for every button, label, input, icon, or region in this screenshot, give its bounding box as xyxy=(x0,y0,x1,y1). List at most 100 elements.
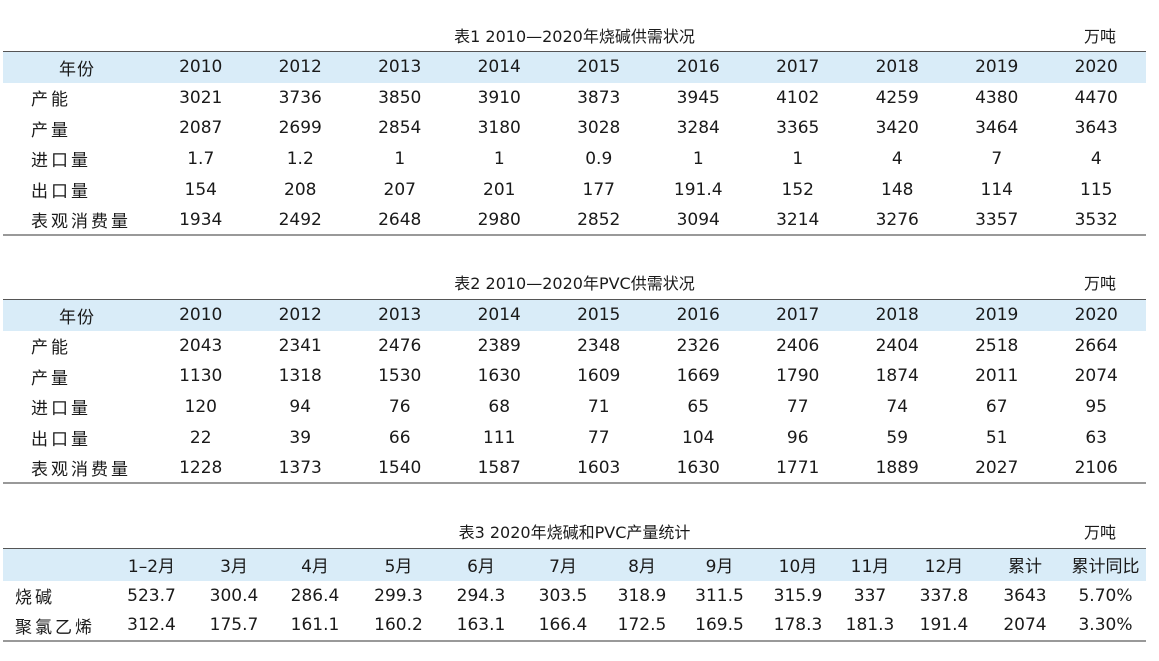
table-cell: 312.4 xyxy=(127,615,176,635)
header-cell: 累计 xyxy=(1008,557,1042,578)
table-cell: 201 xyxy=(483,179,516,200)
row-label: 聚氯乙烯 xyxy=(15,617,95,638)
table-cell: 178.3 xyxy=(773,615,823,635)
table1-title: 表1 2010—2020年烧碱供需状况 xyxy=(454,27,695,46)
table-row: 出口量 154 208 207 201 177 191.4 152 148 114 115 xyxy=(3,174,1146,205)
table-row: 进口量 1.7 1.2 1 1 0.9 1 1 4 7 4 xyxy=(3,144,1146,175)
table-cell: 2348 xyxy=(577,335,621,356)
table-cell: 3094 xyxy=(676,209,720,230)
table-cell: 1 xyxy=(394,148,406,169)
header-cell: 2013 xyxy=(378,57,422,78)
header-cell: 7月 xyxy=(549,557,577,578)
table-cell: 523.7 xyxy=(127,585,176,606)
table-cell: 318.9 xyxy=(617,585,667,606)
table-cell: 71 xyxy=(587,396,610,417)
table-cell: 2664 xyxy=(1074,335,1118,356)
header-cell: 8月 xyxy=(628,557,656,578)
table-row: 出口量 22 39 66 111 77 104 96 59 51 63 xyxy=(3,422,1146,453)
table-cell: 74 xyxy=(886,396,909,417)
table-cell: 4380 xyxy=(975,87,1019,108)
header-cell: 2019 xyxy=(975,305,1019,326)
header-cell: 2015 xyxy=(577,57,621,78)
table-cell: 2404 xyxy=(875,335,919,356)
table-cell: 63 xyxy=(1085,427,1108,448)
table-cell: 4102 xyxy=(776,87,820,108)
table-cell: 2699 xyxy=(278,118,322,139)
table-cell: 1130 xyxy=(179,366,223,387)
table3-title: 表3 2020年烧碱和PVC产量统计 xyxy=(458,523,691,542)
table-row: 产量 2087 2699 2854 3180 3028 3284 3365 3420 3464 36… xyxy=(3,113,1146,144)
header-cell: 2018 xyxy=(875,305,919,326)
table-cell: 175.7 xyxy=(209,615,259,635)
table-cell: 59 xyxy=(886,427,909,448)
table-cell: 2043 xyxy=(179,335,223,356)
table1-header-row: 年份 2010 2012 2013 2014 2015 2016 2017 2018 2019 20… xyxy=(3,51,1146,83)
header-cell: 2015 xyxy=(577,305,621,326)
table-cell: 166.4 xyxy=(538,615,588,635)
header-cell: 6月 xyxy=(467,557,495,578)
table-cell: 207 xyxy=(383,179,416,200)
table2-title: 表2 2010—2020年PVC供需状况 xyxy=(454,274,695,293)
table-cell: 4470 xyxy=(1074,87,1118,108)
table-cell: 1771 xyxy=(776,457,820,478)
table-cell: 1 xyxy=(692,148,704,169)
table-cell: 2106 xyxy=(1074,457,1118,478)
table-cell: 148 xyxy=(881,179,914,200)
table-cell: 3873 xyxy=(577,87,621,108)
table-cell: 172.5 xyxy=(617,615,667,635)
table-cell: 161.1 xyxy=(290,615,340,635)
table-row: 进口量 120 94 76 68 71 65 77 74 67 95 xyxy=(3,392,1146,423)
table-cell: 2011 xyxy=(975,366,1019,387)
table-cell: 1669 xyxy=(676,366,720,387)
table-cell: 4 xyxy=(1090,148,1102,169)
table-cell: 65 xyxy=(687,396,710,417)
table2: 年份 2010 2012 2013 2014 2015 2016 2017 2018 2019 20… xyxy=(3,299,1146,485)
header-cell: 2016 xyxy=(676,57,720,78)
table-cell: 2476 xyxy=(378,335,422,356)
header-cell: 2018 xyxy=(875,57,919,78)
header-cell: 累计同比 xyxy=(1071,557,1140,578)
table1: 年份 2010 2012 2013 2014 2015 2016 2017 2018 2019 20… xyxy=(3,51,1146,237)
table2-unit: 万吨 xyxy=(1083,274,1116,293)
table1-unit: 万吨 xyxy=(1083,27,1116,46)
header-cell: 2012 xyxy=(278,305,322,326)
table-cell: 39 xyxy=(289,427,312,448)
row-label: 表观消费量 xyxy=(31,212,131,233)
table-cell: 114 xyxy=(980,179,1013,200)
table-cell: 1530 xyxy=(378,366,422,387)
table-row: 表观消费量 1228 1373 1540 1587 1603 1630 1771 1889 202… xyxy=(3,453,1146,484)
table-cell: 311.5 xyxy=(695,585,744,606)
table-cell: 3284 xyxy=(676,118,720,139)
table-cell: 2341 xyxy=(278,335,322,356)
table-row: 产量 1130 1318 1530 1630 1609 1669 1790 1874 2011 20… xyxy=(3,361,1146,392)
header-cell: 12月 xyxy=(924,557,964,578)
table-cell: 1603 xyxy=(577,457,621,478)
row-label: 进口量 xyxy=(31,151,91,172)
header-label-cell xyxy=(3,549,108,581)
table3-unit: 万吨 xyxy=(1083,523,1116,542)
table-row: 聚氯乙烯 312.4 175.7 161.1 160.2 163.1 166.4 172.5 1… xyxy=(3,611,1146,641)
header-cell: 10月 xyxy=(778,557,818,578)
table-cell: 3736 xyxy=(278,87,322,108)
table-cell: 2980 xyxy=(477,209,521,230)
table-cell: 115 xyxy=(1080,179,1113,200)
table-cell: 4259 xyxy=(875,87,919,108)
table-cell: 1587 xyxy=(477,457,521,478)
row-label: 产能 xyxy=(31,338,71,359)
table-cell: 2087 xyxy=(179,118,223,139)
table-cell: 1609 xyxy=(577,366,621,387)
table-cell: 1373 xyxy=(278,457,322,478)
table-cell: 111 xyxy=(483,427,516,448)
table-cell: 1630 xyxy=(676,457,720,478)
row-label: 烧碱 xyxy=(15,588,55,608)
header-cell: 2012 xyxy=(278,57,322,78)
table-cell: 51 xyxy=(985,427,1008,448)
table-cell: 337.8 xyxy=(919,585,969,606)
table-cell: 1.7 xyxy=(187,148,215,169)
header-cell: 1–2月 xyxy=(127,557,176,578)
table-cell: 66 xyxy=(388,427,411,448)
table-cell: 2852 xyxy=(577,209,621,230)
table-row: 产能 2043 2341 2476 2389 2348 2326 2406 2404 2518 26… xyxy=(3,331,1146,362)
table-cell: 3464 xyxy=(975,118,1019,139)
table-cell: 337 xyxy=(853,585,887,606)
